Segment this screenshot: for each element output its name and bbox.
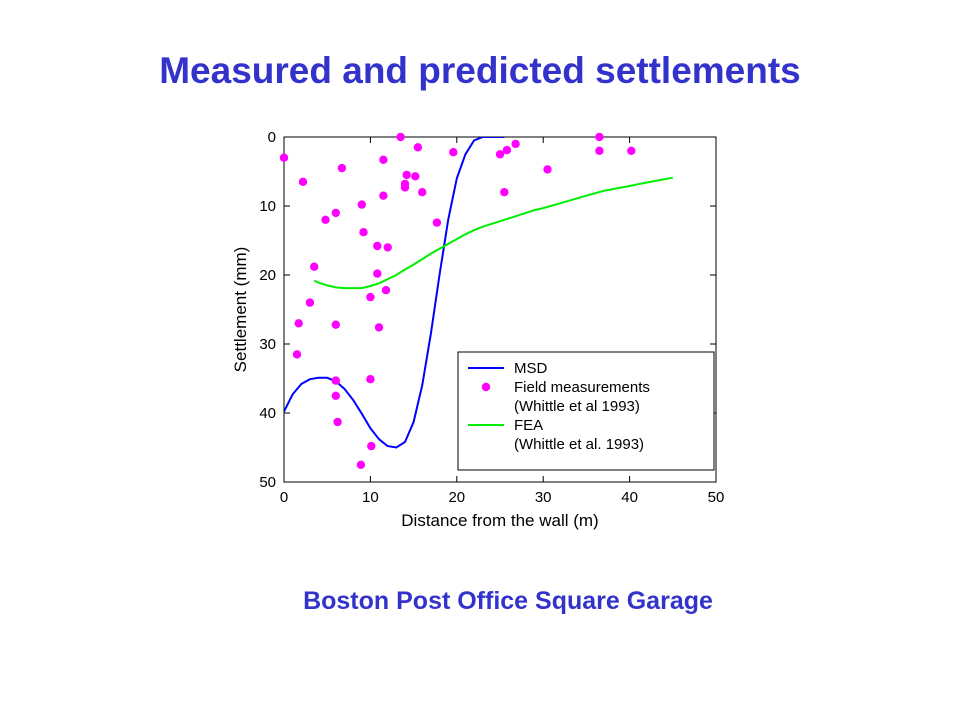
field-point <box>495 150 505 159</box>
field-point <box>366 375 375 384</box>
field-point <box>321 215 330 224</box>
field-point <box>356 460 366 469</box>
y-tick-label: 40 <box>259 405 276 422</box>
field-point <box>279 153 289 162</box>
field-point <box>373 241 382 251</box>
series-layer <box>279 132 673 469</box>
field-point <box>411 172 420 181</box>
y-tick-label: 0 <box>268 129 276 146</box>
x-tick-label: 30 <box>535 489 552 506</box>
field-point <box>367 441 376 451</box>
x-tick-label: 50 <box>708 489 725 506</box>
y-tick-label: 50 <box>259 474 276 491</box>
field-point <box>305 298 315 307</box>
field-point <box>333 417 342 427</box>
field-point <box>432 218 442 227</box>
legend-label-field-source: (Whittle et al 1993) <box>514 398 640 415</box>
field-point <box>359 228 368 237</box>
field-point <box>379 191 388 200</box>
field-point <box>502 145 512 155</box>
legend-label-fea: FEA <box>514 417 543 434</box>
field-point <box>331 376 340 385</box>
y-tick-label: 20 <box>259 267 276 284</box>
field-point <box>379 155 388 164</box>
slide-caption: Boston Post Office Square Garage <box>303 587 713 615</box>
field-point <box>366 292 375 302</box>
field-point <box>595 146 604 155</box>
legend-label-fea-source: (Whittle et al. 1993) <box>514 436 644 453</box>
legend-label-field: Field measurements <box>514 379 650 396</box>
x-tick-label: 40 <box>621 489 638 506</box>
y-tick-label: 10 <box>259 198 276 215</box>
x-tick-label: 0 <box>280 489 288 506</box>
field-point <box>402 170 411 180</box>
field-point <box>298 177 308 186</box>
legend: MSD Field measurements (Whittle et al 1993… <box>457 351 715 471</box>
x-tick-label: 10 <box>362 489 379 506</box>
field-point <box>627 146 636 155</box>
field-point <box>383 243 392 252</box>
slide-title: Measured and predicted settlements <box>159 50 801 91</box>
field-point <box>357 200 366 209</box>
fea-series-line <box>313 176 673 290</box>
field-point <box>292 350 302 359</box>
field-point <box>400 179 410 189</box>
x-axis-label: Distance from the wall (m) <box>401 511 598 530</box>
field-point <box>374 323 384 332</box>
field-point <box>331 391 340 400</box>
field-point <box>310 262 319 271</box>
field-point <box>396 132 405 142</box>
field-point <box>337 163 347 173</box>
field-point <box>543 165 552 174</box>
field-point <box>331 320 340 329</box>
field-point <box>413 143 423 152</box>
field-point <box>373 269 382 278</box>
field-point <box>294 319 303 328</box>
field-point <box>449 148 458 157</box>
x-tick-label: 20 <box>448 489 465 506</box>
msd-series-line <box>284 137 505 449</box>
y-axis-label: Settlement (mm) <box>231 247 250 373</box>
legend-label-msd: MSD <box>514 360 548 377</box>
field-point <box>500 188 509 197</box>
legend-symbol-field <box>481 382 491 392</box>
field-point <box>511 139 520 149</box>
field-point <box>331 208 340 218</box>
field-point <box>381 286 391 295</box>
y-tick-label: 30 <box>259 336 276 353</box>
legend-box <box>457 351 715 471</box>
field-point <box>595 132 604 142</box>
field-point <box>418 188 427 197</box>
